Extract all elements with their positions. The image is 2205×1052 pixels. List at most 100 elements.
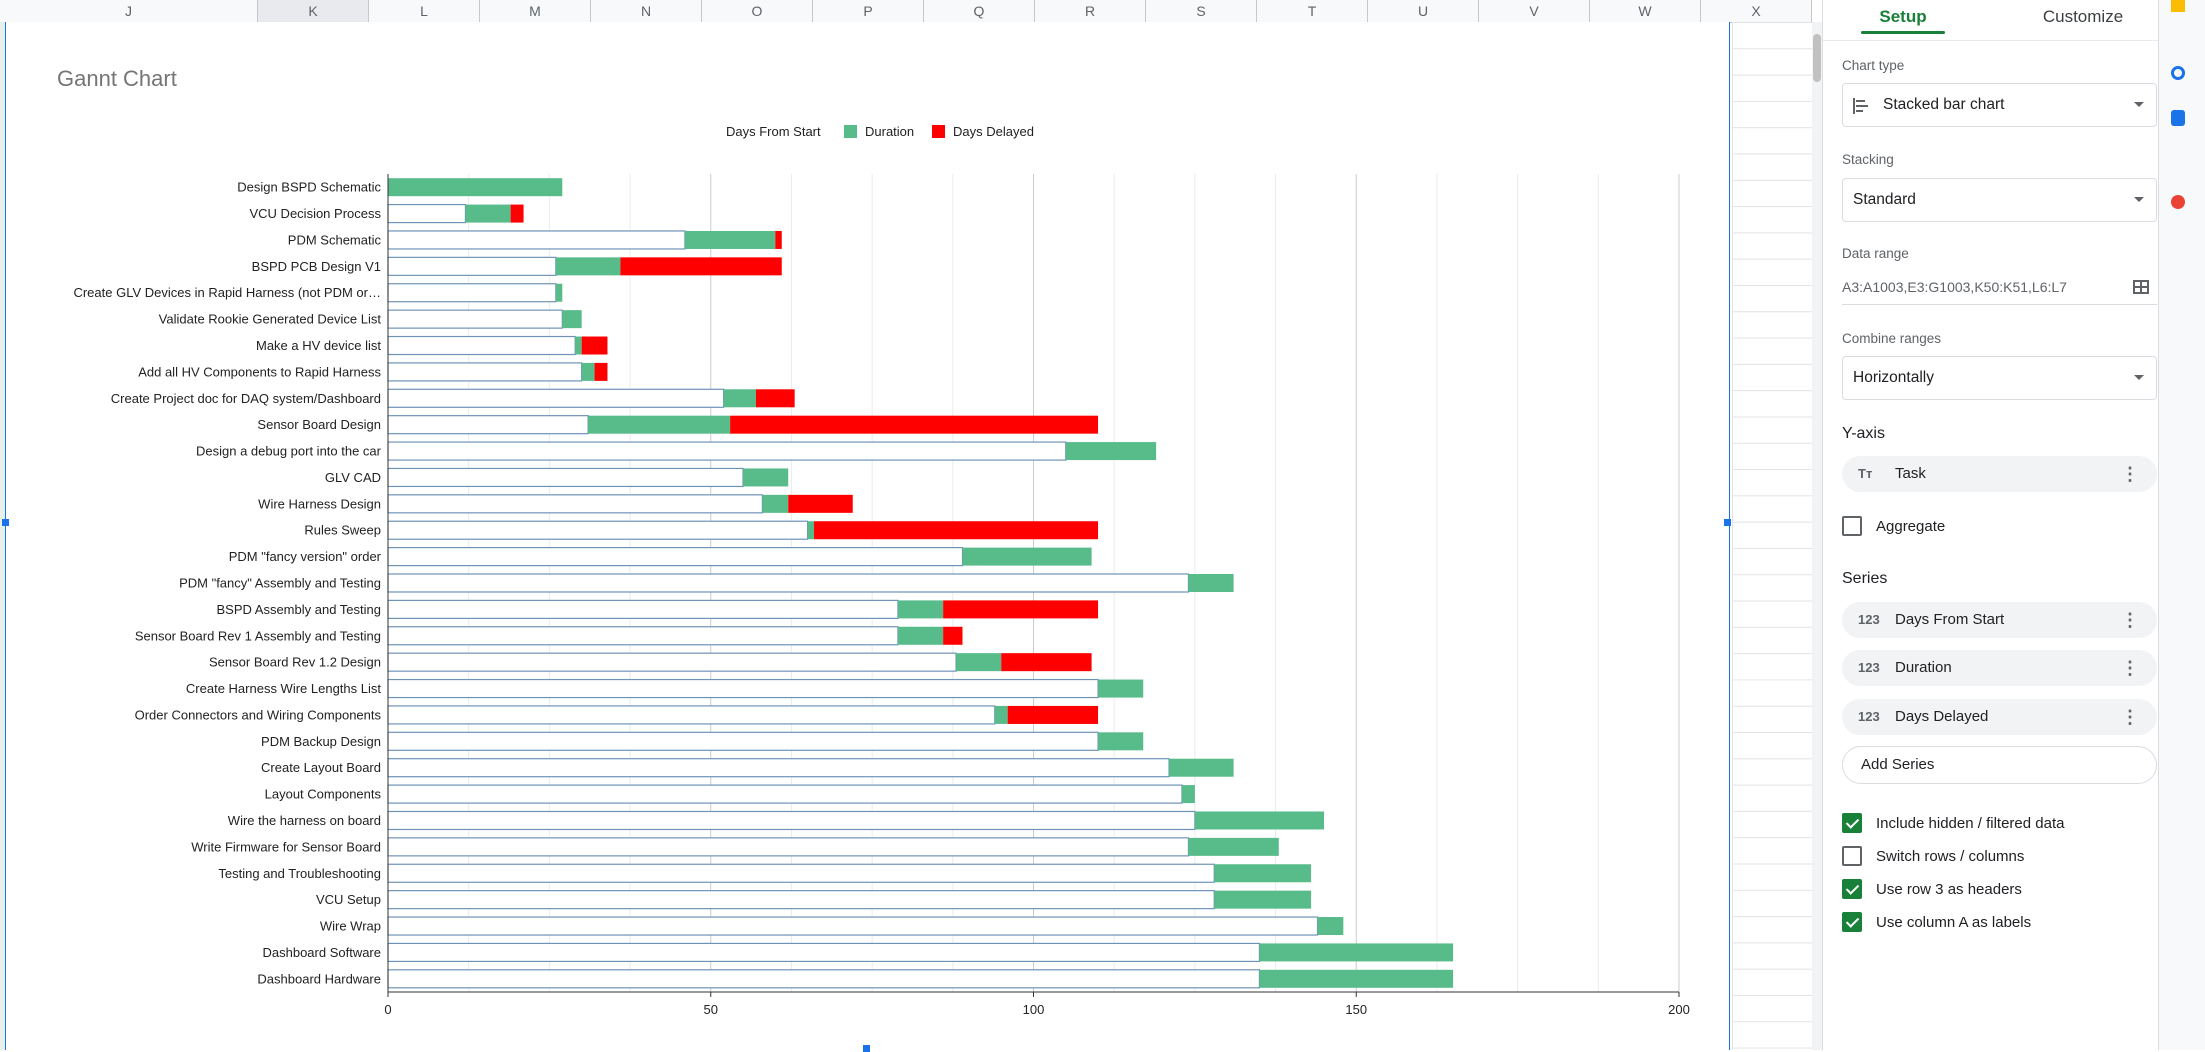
legend-swatch [932, 125, 945, 138]
switch-rows-columns-label: Switch rows / columns [1876, 848, 2025, 865]
more-vert-icon[interactable]: ⋮ [2121, 707, 2139, 727]
aggregate-checkbox[interactable] [1842, 516, 1862, 536]
category-label: BSPD PCB Design V1 [252, 259, 381, 274]
column-header-p[interactable]: P [813, 0, 924, 22]
column-header-v[interactable]: V [1479, 0, 1590, 22]
bar-duration [1188, 837, 1279, 856]
more-vert-icon[interactable]: ⋮ [2121, 610, 2139, 630]
bar-duration [1181, 785, 1195, 804]
keep-addon-icon[interactable] [2171, 0, 2185, 12]
column-header-n[interactable]: N [591, 0, 702, 22]
more-vert-icon[interactable]: ⋮ [2121, 658, 2139, 678]
column-header-o[interactable]: O [702, 0, 813, 22]
bar-days-from-start [387, 309, 563, 329]
include-hidden-checkbox[interactable] [1842, 813, 1862, 833]
yaxis-heading: Y-axis [1842, 425, 1885, 442]
bar-days-from-start [387, 863, 1215, 883]
column-header-m[interactable]: M [480, 0, 591, 22]
category-label: Wire the harness on board [228, 813, 381, 828]
bar-days-from-start [387, 705, 996, 725]
bar-days-from-start [387, 230, 686, 250]
contacts-addon-icon[interactable] [2171, 110, 2185, 126]
tab-setup[interactable]: Setup [1843, 0, 1963, 40]
bar-days-from-start [387, 942, 1261, 963]
bar-days-from-start [387, 494, 763, 514]
bar-days-from-start [387, 731, 1099, 751]
bar-duration [723, 389, 756, 408]
select-range-icon[interactable] [2133, 280, 2149, 294]
series-chip-duration[interactable]: 123 Duration ⋮ [1842, 650, 2157, 686]
resize-handle-left[interactable] [2, 519, 9, 526]
column-header-j[interactable]: J [0, 0, 258, 22]
aggregate-label: Aggregate [1876, 518, 1946, 535]
resize-handle-bottom[interactable] [863, 1045, 870, 1052]
series-chip-days-from-start[interactable]: 123 Days From Start ⋮ [1842, 602, 2157, 638]
add-series-button[interactable]: Add Series [1842, 746, 2157, 784]
series-chip-days-delayed[interactable]: 123 Days Delayed ⋮ [1842, 699, 2157, 735]
column-header-l[interactable]: L [369, 0, 480, 22]
vertical-scrollbar[interactable] [1812, 22, 1822, 1050]
chart-container[interactable]: Gannt Chart Days From Start Duration Days D… [2, 22, 1731, 1052]
data-range-field[interactable]: A3:A1003,E3:G1003,K50:K51,L6:L7 [1842, 274, 2157, 305]
bar-duration [1169, 758, 1234, 777]
chart-editor-panel: Setup Customize Chart type Stacked bar c… [1822, 0, 2159, 1050]
bar-duration [575, 336, 582, 355]
bar-days-delayed [620, 257, 782, 276]
maps-addon-icon[interactable] [2171, 195, 2185, 209]
bar-days-from-start [387, 335, 576, 356]
use-row-headers-checkbox[interactable] [1842, 879, 1862, 899]
series-chip-label: Duration [1895, 659, 1952, 676]
column-header-s[interactable]: S [1146, 0, 1257, 22]
column-header-r[interactable]: R [1035, 0, 1146, 22]
use-column-labels-label: Use column A as labels [1876, 914, 2032, 931]
bar-days-from-start [387, 362, 583, 382]
bar-days-from-start [387, 890, 1215, 910]
bar-days-from-start [387, 810, 1196, 831]
column-header-u[interactable]: U [1368, 0, 1479, 22]
bar-duration [962, 547, 1092, 566]
column-header-q[interactable]: Q [924, 0, 1035, 22]
bar-days-from-start [387, 441, 1067, 461]
series-chip-label: Days Delayed [1895, 708, 1989, 725]
column-header-x[interactable]: X [1701, 0, 1812, 22]
yaxis-chip-task[interactable]: Tт Task ⋮ [1842, 456, 2157, 492]
chevron-down-icon [2134, 102, 2144, 107]
bar-duration [994, 705, 1008, 724]
stacked-bar-chart-icon [1853, 98, 1869, 114]
column-header-k[interactable]: K [258, 0, 369, 22]
calendar-addon-icon[interactable] [2171, 66, 2185, 80]
category-label: PDM "fancy version" order [229, 549, 382, 564]
column-header-w[interactable]: W [1590, 0, 1701, 22]
category-label: Create Project doc for DAQ system/Dashbo… [111, 391, 381, 406]
bar-duration [1194, 811, 1324, 830]
bar-days-delayed [730, 415, 1099, 434]
category-label: Order Connectors and Wiring Components [135, 707, 382, 722]
scrollbar-thumb[interactable] [1813, 34, 1821, 82]
bar-duration [1214, 890, 1312, 909]
combine-ranges-dropdown[interactable]: Horizontally [1842, 356, 2157, 400]
chevron-down-icon [2134, 375, 2144, 380]
chart-title: Gannt Chart [57, 66, 177, 91]
bar-days-delayed [510, 204, 524, 223]
bar-duration [1098, 679, 1144, 698]
more-vert-icon[interactable]: ⋮ [2121, 464, 2139, 484]
tab-customize[interactable]: Customize [2042, 7, 2124, 26]
bar-days-delayed [581, 336, 608, 355]
stacking-dropdown[interactable]: Standard [1842, 178, 2157, 222]
category-label: Sensor Board Design [257, 417, 381, 432]
bar-days-from-start [387, 758, 1170, 778]
category-label: Dashboard Software [262, 945, 381, 960]
column-header-t[interactable]: T [1257, 0, 1368, 22]
switch-rows-columns-checkbox[interactable] [1842, 846, 1862, 866]
bar-days-delayed [775, 230, 782, 249]
number-type-icon: 123 [1858, 612, 1880, 627]
use-column-labels-checkbox[interactable] [1842, 912, 1862, 932]
bar-duration [1259, 969, 1454, 988]
data-range-value: A3:A1003,E3:G1003,K50:K51,L6:L7 [1842, 279, 2067, 295]
stacking-label: Stacking [1842, 152, 1894, 167]
yaxis-chip-label: Task [1895, 465, 1926, 482]
resize-handle-right[interactable] [1724, 519, 1731, 526]
chart-type-dropdown[interactable]: Stacked bar chart [1842, 83, 2157, 127]
bar-days-from-start [387, 573, 1190, 593]
